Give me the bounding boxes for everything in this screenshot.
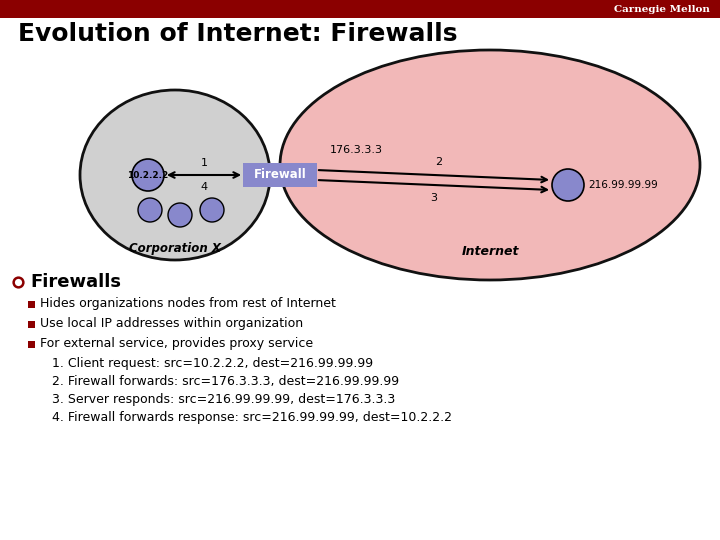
Bar bbox=[28, 321, 35, 328]
Text: 3. Server responds: src=216.99.99.99, dest=176.3.3.3: 3. Server responds: src=216.99.99.99, de… bbox=[52, 394, 395, 407]
Circle shape bbox=[168, 203, 192, 227]
Text: Firewalls: Firewalls bbox=[30, 273, 121, 291]
Text: 10.2.2.2: 10.2.2.2 bbox=[127, 171, 168, 179]
Text: Hides organizations nodes from rest of Internet: Hides organizations nodes from rest of I… bbox=[40, 298, 336, 310]
Text: For external service, provides proxy service: For external service, provides proxy ser… bbox=[40, 338, 313, 350]
Circle shape bbox=[132, 159, 164, 191]
Text: Use local IP addresses within organization: Use local IP addresses within organizati… bbox=[40, 318, 303, 330]
Circle shape bbox=[552, 169, 584, 201]
Text: 4: 4 bbox=[200, 182, 207, 192]
Text: Evolution of Internet: Firewalls: Evolution of Internet: Firewalls bbox=[18, 22, 457, 46]
Circle shape bbox=[138, 198, 162, 222]
Circle shape bbox=[200, 198, 224, 222]
Text: 3: 3 bbox=[431, 193, 438, 203]
Ellipse shape bbox=[80, 90, 270, 260]
Text: Corporation X: Corporation X bbox=[129, 242, 221, 255]
Text: 2. Firewall forwards: src=176.3.3.3, dest=216.99.99.99: 2. Firewall forwards: src=176.3.3.3, des… bbox=[52, 375, 399, 388]
FancyBboxPatch shape bbox=[243, 163, 317, 187]
Text: Firewall: Firewall bbox=[253, 168, 307, 181]
Bar bbox=[0, 0, 720, 18]
Text: 176.3.3.3: 176.3.3.3 bbox=[330, 145, 383, 155]
Text: 2: 2 bbox=[436, 157, 443, 167]
Text: 1. Client request: src=10.2.2.2, dest=216.99.99.99: 1. Client request: src=10.2.2.2, dest=21… bbox=[52, 357, 373, 370]
Text: 4. Firewall forwards response: src=216.99.99.99, dest=10.2.2.2: 4. Firewall forwards response: src=216.9… bbox=[52, 411, 452, 424]
Text: 216.99.99.99: 216.99.99.99 bbox=[588, 180, 658, 190]
Text: Carnegie Mellon: Carnegie Mellon bbox=[614, 4, 710, 14]
Bar bbox=[28, 341, 35, 348]
Text: Internet: Internet bbox=[462, 245, 518, 258]
Ellipse shape bbox=[280, 50, 700, 280]
Text: 1: 1 bbox=[200, 158, 207, 168]
Bar bbox=[28, 301, 35, 308]
